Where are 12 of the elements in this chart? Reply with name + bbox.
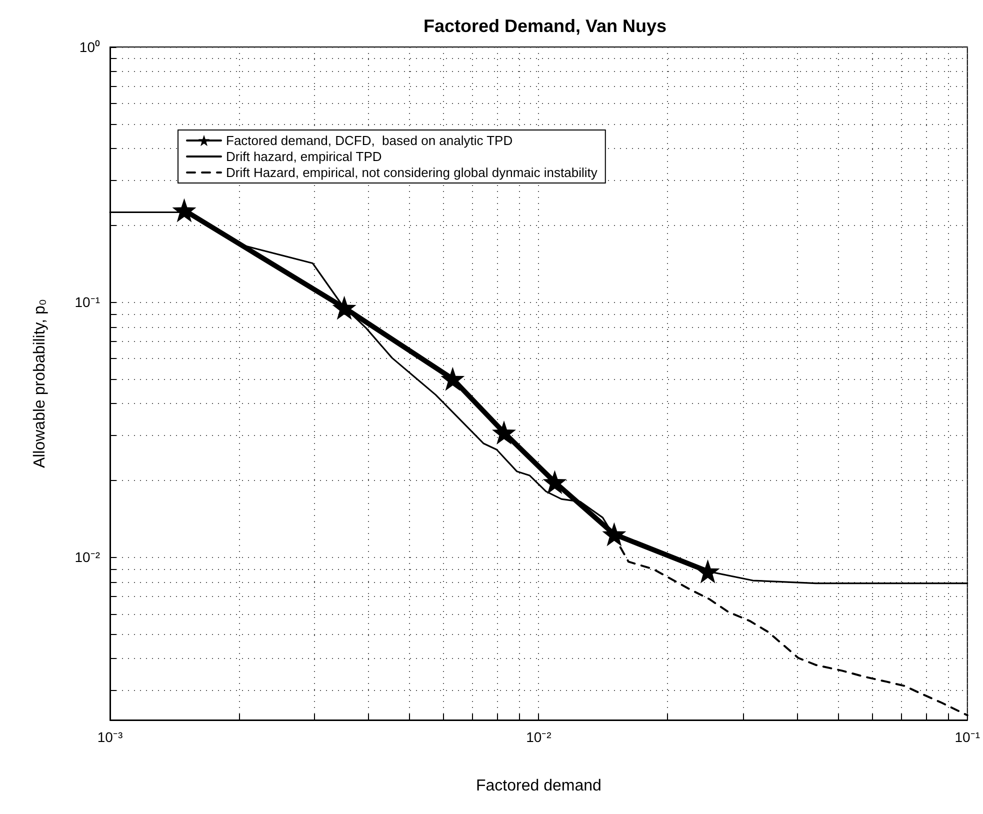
- x-tick-label: 10⁻³: [97, 729, 123, 745]
- y-tick-label: 10⁰: [79, 39, 100, 55]
- y-tick-label: 10⁻²: [74, 549, 100, 566]
- legend-label: Factored demand, DCFD, based on analytic TPD: [226, 133, 513, 148]
- chart-title: Factored Demand, Van Nuys: [423, 16, 667, 36]
- y-axis-title: Allowable probability, p₀: [32, 298, 48, 468]
- x-axis-title: Factored demand: [476, 778, 602, 794]
- x-tick-label: 10⁻¹: [954, 729, 980, 745]
- legend-label: Drift Hazard, empirical, not considering global dynmaic instability: [226, 165, 598, 180]
- legend-label: Drift hazard, empirical TPD: [226, 149, 382, 164]
- x-tick-label: 10⁻²: [526, 729, 552, 745]
- y-tick-label: 10⁻¹: [74, 294, 100, 310]
